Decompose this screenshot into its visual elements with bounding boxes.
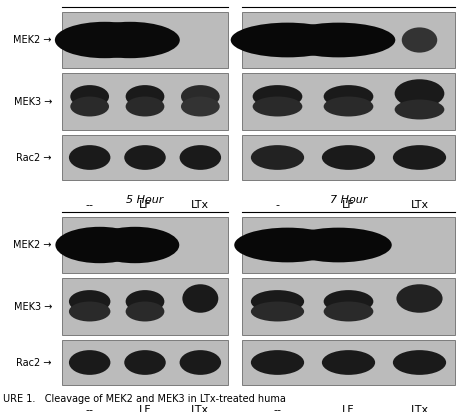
Ellipse shape	[282, 23, 395, 57]
Ellipse shape	[231, 23, 344, 57]
Text: MEK3 →: MEK3 →	[14, 302, 52, 311]
Text: LTx: LTx	[191, 405, 210, 412]
Ellipse shape	[234, 228, 341, 262]
Text: LF: LF	[139, 405, 151, 412]
Ellipse shape	[395, 100, 444, 119]
Text: MEK2 →: MEK2 →	[13, 35, 52, 45]
Ellipse shape	[395, 79, 444, 108]
Ellipse shape	[182, 284, 219, 313]
Text: -: -	[275, 200, 280, 210]
Bar	[62, 217, 228, 273]
Ellipse shape	[69, 350, 110, 375]
Text: LF: LF	[139, 200, 151, 210]
Ellipse shape	[124, 145, 166, 170]
Ellipse shape	[251, 350, 304, 375]
Bar	[62, 12, 228, 68]
Ellipse shape	[396, 284, 443, 313]
Bar	[62, 340, 228, 385]
Ellipse shape	[69, 145, 110, 170]
Ellipse shape	[181, 96, 220, 117]
Ellipse shape	[393, 350, 446, 375]
Bar	[242, 135, 455, 180]
Text: LTx: LTx	[410, 200, 428, 210]
Ellipse shape	[55, 227, 144, 263]
Ellipse shape	[285, 228, 392, 262]
Text: --: --	[86, 405, 94, 412]
Ellipse shape	[80, 22, 180, 58]
Bar	[242, 73, 455, 130]
Ellipse shape	[124, 350, 166, 375]
Bar	[62, 278, 228, 335]
Ellipse shape	[126, 290, 164, 313]
Bar	[242, 340, 455, 385]
Text: 5 Hour: 5 Hour	[126, 195, 164, 205]
Ellipse shape	[180, 145, 221, 170]
Text: LTx: LTx	[191, 200, 210, 210]
Ellipse shape	[324, 290, 374, 313]
Ellipse shape	[69, 290, 110, 313]
Ellipse shape	[180, 350, 221, 375]
Text: Rac2 →: Rac2 →	[17, 358, 52, 368]
Ellipse shape	[55, 22, 155, 58]
Bar	[62, 135, 228, 180]
Bar	[242, 217, 455, 273]
Text: MEK2 →: MEK2 →	[13, 240, 52, 250]
Ellipse shape	[181, 85, 220, 108]
Ellipse shape	[253, 96, 302, 117]
Text: --: --	[86, 200, 94, 210]
Ellipse shape	[126, 85, 164, 108]
Text: URE 1.   Cleavage of MEK2 and MEK3 in LTx-treated huma: URE 1. Cleavage of MEK2 and MEK3 in LTx-…	[3, 394, 286, 404]
Text: --: --	[273, 405, 282, 412]
Ellipse shape	[91, 227, 179, 263]
Text: 7 Hour: 7 Hour	[330, 195, 367, 205]
Text: LF: LF	[342, 405, 355, 412]
Text: LTx: LTx	[410, 405, 428, 412]
Ellipse shape	[251, 290, 304, 313]
Ellipse shape	[253, 85, 302, 108]
Ellipse shape	[251, 302, 304, 321]
Ellipse shape	[324, 96, 374, 117]
Ellipse shape	[322, 145, 375, 170]
Bar	[242, 278, 455, 335]
Ellipse shape	[126, 96, 164, 117]
Ellipse shape	[402, 28, 437, 53]
Ellipse shape	[69, 302, 110, 321]
Text: Rac2 →: Rac2 →	[17, 152, 52, 162]
Ellipse shape	[70, 96, 109, 117]
Ellipse shape	[126, 302, 164, 321]
Text: MEK3 →: MEK3 →	[14, 96, 52, 106]
Ellipse shape	[251, 145, 304, 170]
Ellipse shape	[70, 85, 109, 108]
Bar	[242, 12, 455, 68]
Ellipse shape	[324, 302, 374, 321]
Ellipse shape	[393, 145, 446, 170]
Ellipse shape	[322, 350, 375, 375]
Bar	[62, 73, 228, 130]
Text: LF: LF	[342, 200, 355, 210]
Ellipse shape	[324, 85, 374, 108]
